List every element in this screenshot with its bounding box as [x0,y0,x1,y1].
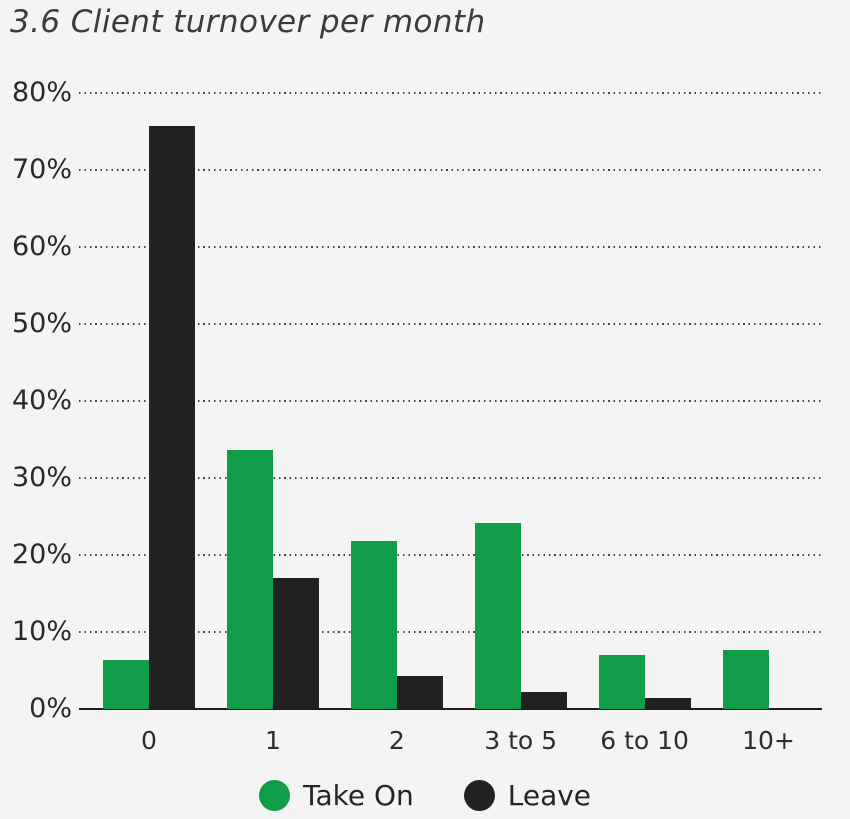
x-axis-line [79,707,822,710]
gridline-20 [79,553,822,556]
bar-take-on-10+ [722,649,769,709]
x-axis-category-label: 0 [141,726,157,755]
x-axis-category-label: 6 to 10 [600,726,689,755]
bar-take-on-2 [350,541,397,709]
gridline-30 [79,476,822,479]
legend-item-leave: Leave [463,779,592,812]
legend-label-take-on: Take On [302,779,414,812]
x-axis-category-label: 3 to 5 [484,726,558,755]
bar-leave-1 [272,578,319,709]
gridline-80 [79,91,822,94]
y-axis-tick-label: 30% [11,461,72,493]
x-axis-category-label: 1 [264,726,281,755]
y-axis-tick-label: 20% [11,538,72,570]
x-axis-category-label: 10+ [742,726,795,755]
gridline-60 [79,245,822,248]
gridline-50 [79,322,822,325]
bar-leave-2 [396,675,443,709]
bar-leave-0 [149,125,195,709]
legend-item-take-on: Take On [258,779,414,812]
y-axis-tick-label: 10% [11,615,72,647]
x-axis-category-label: 2 [388,726,405,755]
chart-title: 3.6 Client turnover per month [10,4,486,40]
gridline-40 [79,399,822,402]
gridline-10 [79,630,822,633]
bar-take-on-3-to-5 [474,522,521,709]
gridline-70 [79,168,822,171]
y-axis-tick-label: 40% [11,384,72,416]
y-axis-tick-label: 60% [11,230,72,262]
y-axis-tick-label: 50% [11,307,72,339]
chart-legend: Take On Leave [0,779,850,812]
bar-take-on-1 [226,450,273,709]
legend-swatch-leave-icon [463,780,495,811]
y-axis-tick-label: 80% [11,76,72,108]
bar-take-on-6-to-10 [598,655,645,709]
bar-leave-6-to-10 [644,698,691,709]
bar-leave-3-to-5 [520,692,567,709]
legend-label-leave: Leave [507,779,592,812]
y-axis-tick-label: 70% [11,153,72,185]
y-axis-tick-label: 0% [29,693,72,724]
bar-take-on-0 [103,660,149,709]
legend-swatch-take-on-icon [258,780,290,811]
